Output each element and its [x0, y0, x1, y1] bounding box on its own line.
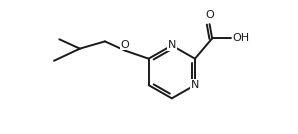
Text: O: O	[120, 40, 129, 50]
Text: OH: OH	[232, 33, 249, 43]
Text: N: N	[191, 80, 199, 90]
Text: N: N	[167, 40, 176, 51]
Text: O: O	[205, 10, 214, 20]
